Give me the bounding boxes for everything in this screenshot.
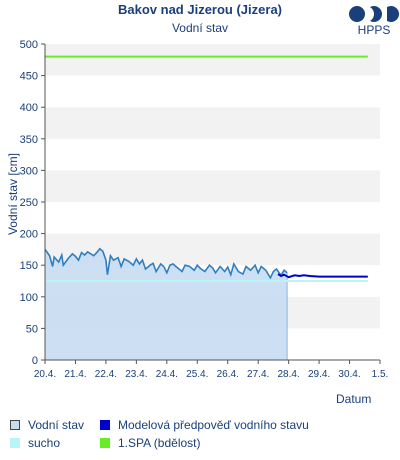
x-tick-label: 20.4. <box>34 369 56 380</box>
x-tick-label: 28.4. <box>278 369 300 380</box>
x-tick-label: 26.4. <box>217 369 239 380</box>
legend-swatch <box>10 438 20 448</box>
hpps-logo-mark-icon <box>349 5 399 23</box>
legend-swatch <box>100 438 110 448</box>
y-tick-label: 450 <box>20 71 38 83</box>
chart-title: Bakov nad Jizerou (Jizera) <box>118 2 282 17</box>
y-tick-label: 0 <box>32 355 38 367</box>
legend-sucho: sucho <box>10 436 60 450</box>
x-tick-label: 1.5. <box>372 369 389 380</box>
observed-line <box>44 247 288 280</box>
y-tick-label: 300 <box>20 165 38 177</box>
x-tick-label: 23.4. <box>125 369 147 380</box>
grid-band <box>45 170 380 202</box>
grid-band <box>45 44 380 76</box>
grid-band <box>45 107 380 139</box>
y-tick-label: 250 <box>20 197 38 209</box>
forecast-line <box>277 273 368 279</box>
chart-area: 0 50 100 150 200 250 300 350 400 450 500 20.4. 21.4.… <box>20 39 389 380</box>
legend-swatch <box>100 420 110 430</box>
grid-band <box>45 202 380 234</box>
y-tick-label: 350 <box>20 134 38 146</box>
x-tick-label: 21.4. <box>64 369 86 380</box>
y-tick-label: 50 <box>26 323 38 335</box>
legend-vodni-stav: Vodní stav <box>10 418 84 432</box>
y-tick-label: 500 <box>20 39 38 51</box>
y-tick-label: 200 <box>20 229 38 241</box>
y-tick-label: 150 <box>20 260 38 272</box>
legend-1spa: 1.SPA (bdělost) <box>100 436 201 450</box>
legend: Vodní stav Modelová předpověď vodního sta… <box>0 418 400 458</box>
x-tick-label: 22.4. <box>95 369 117 380</box>
legend-label: Modelová předpověď vodního stavu <box>118 418 309 432</box>
legend-swatch <box>10 420 20 430</box>
grid-band <box>45 138 380 171</box>
x-tick-label: 25.4. <box>186 369 208 380</box>
legend-label: sucho <box>28 436 61 450</box>
x-tick-label: 24.4. <box>156 369 178 380</box>
x-axis-label: Datum <box>336 392 372 406</box>
x-tick-label: 29.4. <box>308 369 330 380</box>
legend-label: Vodní stav <box>28 418 85 432</box>
logo-text: HPPS <box>357 23 391 37</box>
chart-subtitle: Vodní stav <box>171 21 229 35</box>
x-tick-label: 30.4. <box>338 369 360 380</box>
legend-label: 1.SPA (bdělost) <box>118 436 201 450</box>
grid-band <box>45 75 380 108</box>
hpps-logo: HPPS <box>348 5 400 45</box>
y-tick-label: 400 <box>20 102 38 114</box>
y-tick-label: 100 <box>20 292 38 304</box>
legend-modelova-predpoved: Modelová předpověď vodního stavu <box>100 418 309 432</box>
x-tick-label: 27.4. <box>247 369 269 380</box>
